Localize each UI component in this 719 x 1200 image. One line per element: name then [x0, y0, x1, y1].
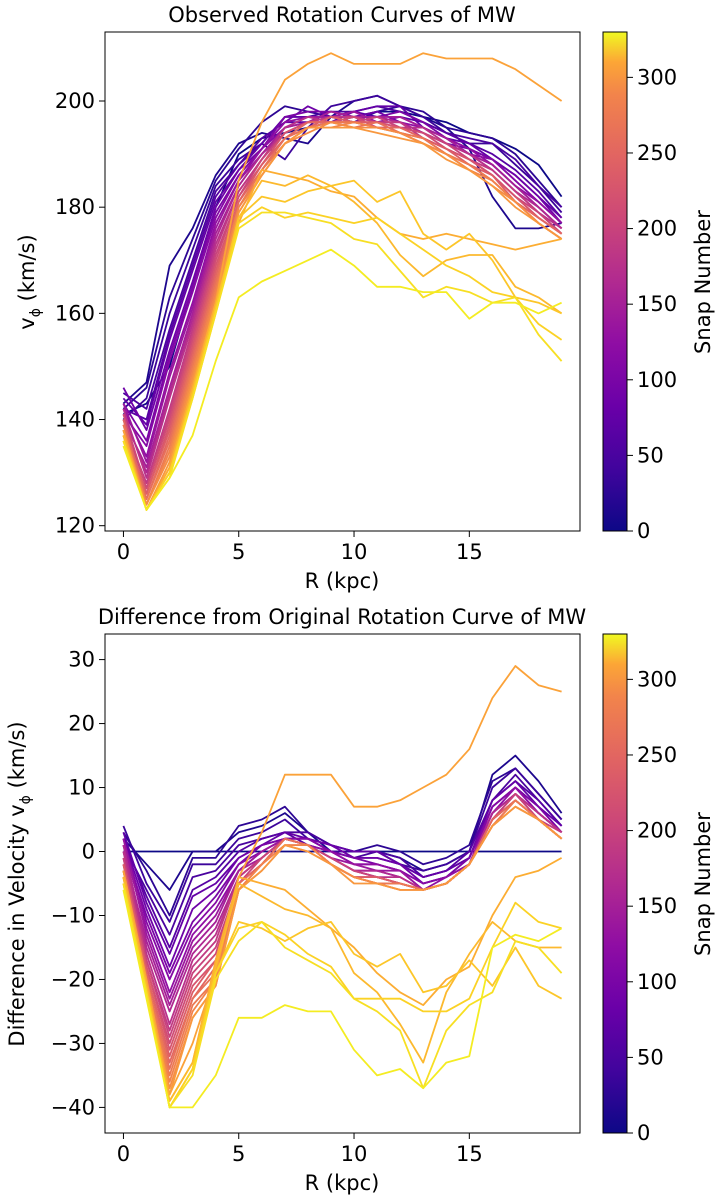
colorbar-tick-label: 0: [637, 519, 650, 543]
colorbar-tick-label: 250: [637, 141, 677, 165]
x-axis-ticks: 0 5 10 15: [117, 531, 483, 564]
series-line-snap-300: [122, 883, 562, 1109]
colorbar-label: Snap Number: [691, 812, 715, 956]
colorbar: 0 50 100 150 200 250 300 Snap Number: [602, 31, 715, 543]
colorbar-tick-label: 100: [637, 368, 677, 392]
colorbar-label: Snap Number: [691, 210, 715, 354]
series-line-snap-280: [122, 876, 562, 1102]
colorbar-tick-label: 200: [637, 819, 677, 843]
y-tick-label: −40: [51, 1095, 95, 1119]
colorbar-tick-label: 300: [637, 65, 677, 89]
panel-difference: Difference from Original Rotation Curve …: [5, 605, 715, 1195]
colorbar-tick-label: 0: [637, 1121, 650, 1145]
colorbar: 0 50 100 150 200 250 300 Snap Number: [602, 633, 715, 1145]
y-axis-label: Difference in Velocity vϕ (km/s): [5, 721, 34, 1046]
y-tick-label: 200: [55, 89, 95, 113]
x-tick-label: 0: [117, 540, 130, 564]
series-line-snap-320: [122, 248, 562, 511]
x-tick-label: 5: [232, 1142, 245, 1166]
colorbar-tick-label: 50: [637, 443, 664, 467]
series-line-snap-320: [122, 889, 563, 1109]
x-axis-label: R (kpc): [305, 569, 380, 593]
series-line-snap-190: [122, 116, 563, 495]
x-axis-label: R (kpc): [305, 1171, 380, 1195]
x-axis-ticks: 0 5 10 15: [117, 1133, 483, 1166]
colorbar-gradient: [603, 32, 627, 531]
colorbar-frame: [602, 31, 628, 532]
x-tick-label: 15: [456, 1142, 483, 1166]
x-tick-label: 0: [117, 1142, 130, 1166]
colorbar-tick-label: 50: [637, 1045, 664, 1069]
series-line-snap-40: [122, 105, 563, 410]
y-axis-ticks: 120 140 160 180 200: [55, 89, 105, 538]
plot-area: [122, 52, 563, 511]
y-tick-label: 120: [55, 514, 95, 538]
series-line-snap-290: [122, 179, 562, 511]
series-line-snap-310: [122, 211, 563, 511]
y-tick-label: 160: [55, 301, 95, 325]
series-line-snap-250: [122, 805, 563, 1096]
colorbar-frame: [602, 633, 628, 1134]
y-tick-label: 20: [68, 712, 95, 736]
colorbar-tick-label: 150: [637, 292, 677, 316]
x-tick-label: 10: [341, 1142, 368, 1166]
colorbar-tick-label: 200: [637, 217, 677, 241]
colorbar-tick-label: 250: [637, 743, 677, 767]
y-tick-label: 0: [82, 840, 95, 864]
series-line-snap-260: [122, 665, 562, 1096]
y-tick-label: −10: [51, 903, 95, 927]
y-tick-label: 140: [55, 408, 95, 432]
colorbar-tick-label: 100: [637, 970, 677, 994]
y-tick-label: 30: [68, 648, 95, 672]
y-tick-label: −30: [51, 1031, 95, 1055]
y-axis-label: vϕ (km/s): [15, 234, 44, 329]
y-tick-label: 10: [68, 776, 95, 800]
y-tick-label: −20: [51, 967, 95, 991]
series-line-snap-10: [122, 94, 562, 405]
colorbar-ticks: 0 50 100 150 200 250 300: [627, 65, 677, 543]
x-tick-label: 15: [456, 540, 483, 564]
chart-title: Observed Rotation Curves of MW: [168, 3, 516, 27]
y-axis-ticks: −40 −30 −20 −10 0 10 20 30: [51, 648, 105, 1119]
series-line-snap-60: [122, 780, 563, 955]
x-tick-label: 10: [341, 540, 368, 564]
x-tick-label: 5: [232, 540, 245, 564]
colorbar-gradient: [603, 634, 627, 1133]
colorbar-tick-label: 150: [637, 894, 677, 918]
axes-frame: [104, 633, 581, 1134]
series-line-snap-150: [122, 116, 563, 485]
series-line-snap-120: [122, 110, 563, 469]
plot-area: [122, 665, 563, 1109]
axes-frame: [104, 31, 581, 532]
chart-title: Difference from Original Rotation Curve …: [98, 605, 586, 629]
panel-observed: Observed Rotation Curves of MW 0 5 10 15 12…: [15, 3, 715, 593]
colorbar-ticks: 0 50 100 150 200 250 300: [627, 667, 677, 1145]
colorbar-tick-label: 300: [637, 667, 677, 691]
series-line-snap-250: [122, 126, 563, 511]
y-tick-label: 180: [55, 195, 95, 219]
series-line-snap-310: [122, 883, 563, 1109]
